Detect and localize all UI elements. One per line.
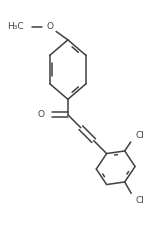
- Text: Cl: Cl: [135, 195, 144, 205]
- Text: O: O: [46, 22, 53, 32]
- Text: H₃C: H₃C: [7, 22, 24, 32]
- Text: O: O: [38, 110, 45, 119]
- Text: Cl: Cl: [135, 131, 144, 140]
